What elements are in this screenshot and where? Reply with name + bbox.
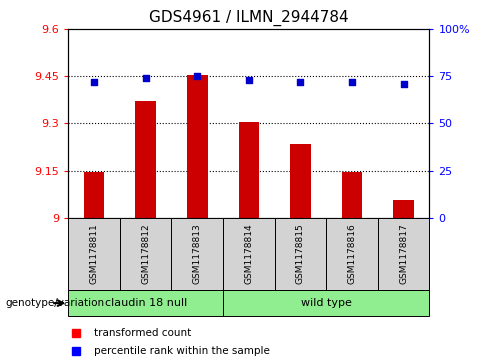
Point (142, 75, 150, 81)
Title: GDS4961 / ILMN_2944784: GDS4961 / ILMN_2944784 (149, 10, 349, 26)
Point (297, 79, 305, 85)
Text: wild type: wild type (301, 298, 352, 308)
Bar (223, 218, 275, 290)
Bar (84, 172, 104, 218)
Text: GSM1178811: GSM1178811 (90, 224, 99, 284)
Bar (342, 172, 363, 218)
Bar (393, 200, 414, 218)
Point (245, 77, 253, 83)
Bar (275, 218, 326, 290)
Text: GSM1178813: GSM1178813 (193, 224, 202, 284)
Text: GSM1178814: GSM1178814 (244, 224, 253, 284)
Bar (223, 290, 429, 316)
Bar (239, 122, 259, 218)
Text: GSM1178817: GSM1178817 (399, 224, 408, 284)
Text: claudin 18 null: claudin 18 null (104, 298, 187, 308)
Bar (68, 218, 120, 290)
Point (348, 79, 356, 85)
Bar (135, 101, 156, 218)
Bar (171, 218, 223, 290)
Bar (120, 218, 171, 290)
Bar (187, 75, 207, 218)
Point (193, 73, 201, 79)
Point (400, 81, 407, 87)
Bar (68, 290, 223, 316)
Text: GSM1178815: GSM1178815 (296, 224, 305, 284)
Point (90, 79, 98, 85)
Bar (378, 218, 429, 290)
Text: GSM1178816: GSM1178816 (347, 224, 357, 284)
Text: transformed count: transformed count (94, 328, 191, 338)
Bar (326, 218, 378, 290)
Text: genotype/variation: genotype/variation (5, 298, 104, 308)
Text: GSM1178812: GSM1178812 (141, 224, 150, 284)
Text: percentile rank within the sample: percentile rank within the sample (94, 346, 269, 356)
Bar (290, 144, 311, 218)
